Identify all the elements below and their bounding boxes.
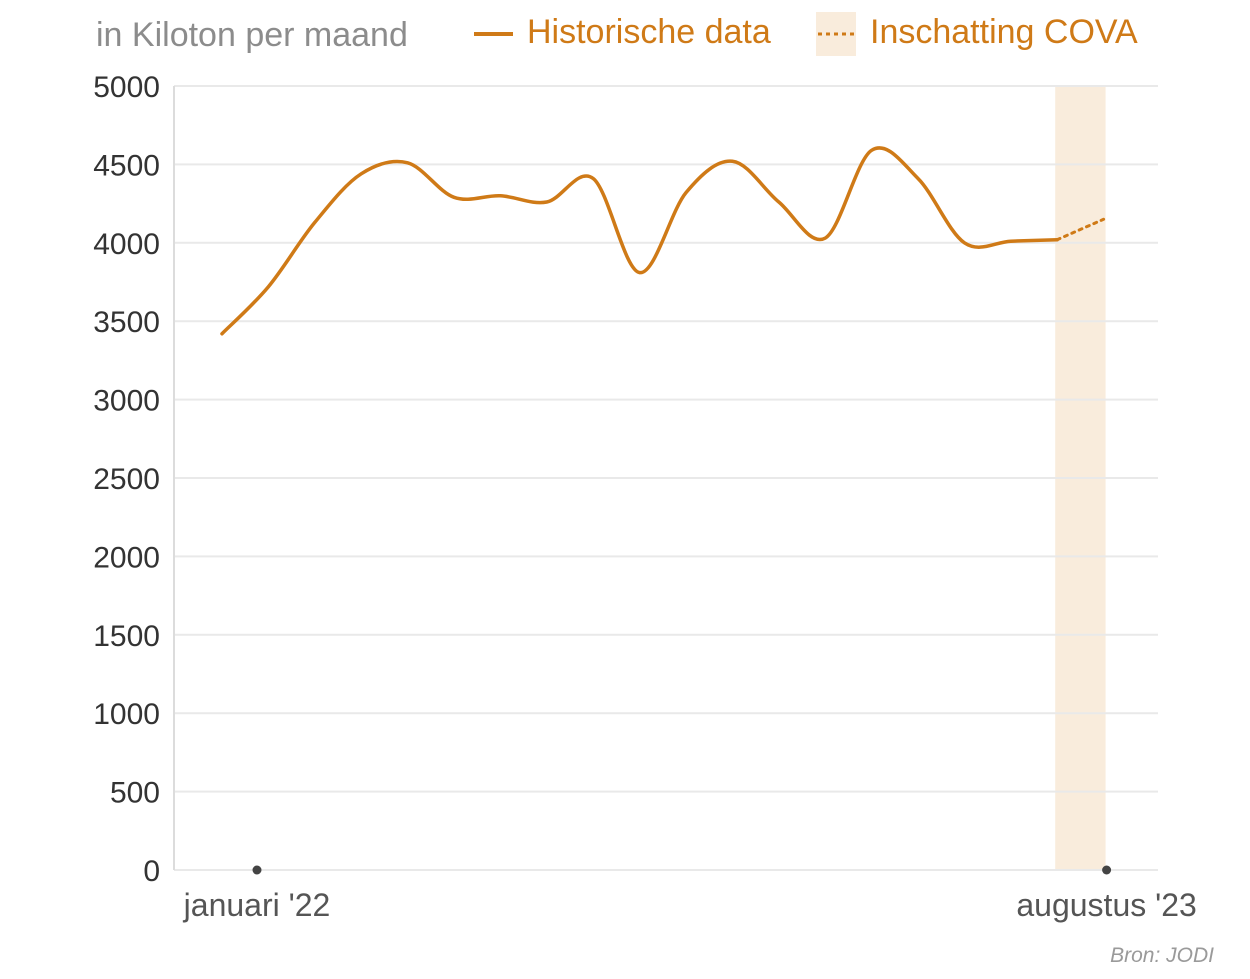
y-tick-2000: 2000 bbox=[93, 541, 160, 574]
legend-historical-label: Historische data bbox=[527, 13, 771, 51]
y-tick-500: 500 bbox=[110, 777, 160, 810]
legend-estimate-label: Inschatting COVA bbox=[870, 13, 1138, 51]
y-gridlines bbox=[174, 85, 1158, 871]
y-tick-0: 0 bbox=[143, 855, 160, 888]
y-tick-3500: 3500 bbox=[93, 306, 160, 339]
x-tick-dot-1 bbox=[1102, 865, 1112, 875]
series-lines bbox=[220, 146, 1106, 336]
y-tick-1000: 1000 bbox=[93, 698, 160, 731]
series-line-estimate bbox=[1055, 217, 1106, 242]
x-tick-labels: januari '22 augustus '23 bbox=[183, 865, 1197, 923]
y-tick-labels: 0 500 1000 1500 2000 2500 3000 3500 4000 4500 5000 bbox=[93, 71, 160, 888]
series-line-historical bbox=[220, 146, 1059, 336]
unit-label: in Kiloton per maand bbox=[96, 16, 408, 54]
x-tick-dot-0 bbox=[252, 865, 262, 875]
y-tick-3000: 3000 bbox=[93, 385, 160, 418]
source-label: Bron: JODI bbox=[1110, 944, 1214, 967]
x-tick-label-0: januari '22 bbox=[183, 887, 331, 923]
y-tick-5000: 5000 bbox=[93, 71, 160, 104]
y-tick-4000: 4000 bbox=[93, 228, 160, 261]
y-tick-2500: 2500 bbox=[93, 463, 160, 496]
y-tick-1500: 1500 bbox=[93, 620, 160, 653]
y-tick-4500: 4500 bbox=[93, 149, 160, 182]
x-tick-label-1: augustus '23 bbox=[1016, 887, 1196, 923]
